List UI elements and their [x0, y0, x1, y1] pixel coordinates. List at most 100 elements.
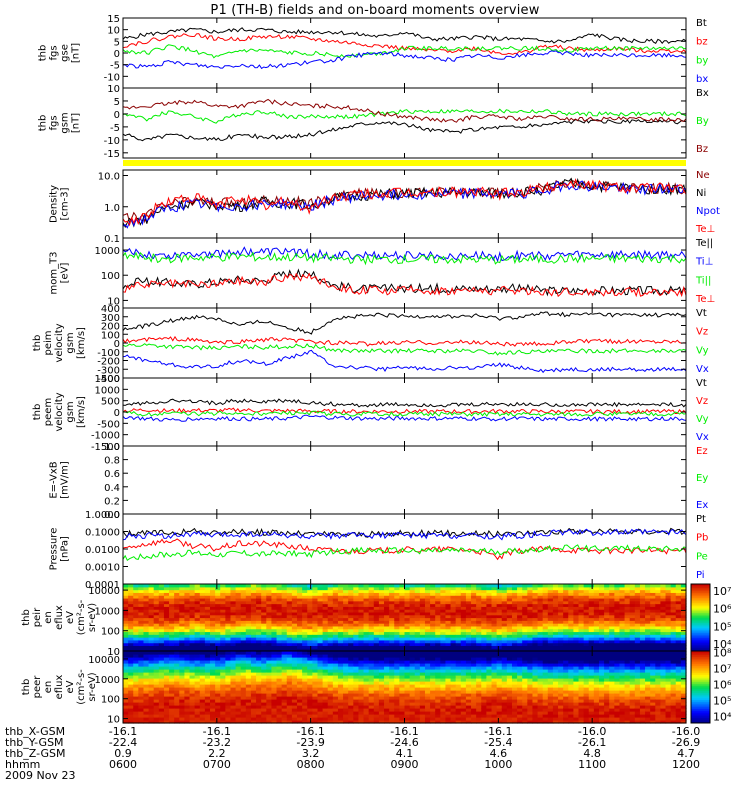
spectrogram-cell — [430, 603, 436, 607]
spectrogram-cell — [250, 611, 257, 616]
spectrogram-cell — [460, 711, 467, 715]
spectrogram-cell — [384, 611, 390, 616]
spectrogram-cell — [235, 648, 242, 652]
y-axis-label-line: [cm-3] — [60, 187, 71, 220]
spectrogram-cell — [363, 586, 370, 591]
spectrogram-cell — [629, 625, 636, 630]
spectrogram-cell — [291, 639, 298, 644]
spectrogram-cell — [455, 654, 462, 658]
spectrogram-cell — [245, 684, 252, 688]
spectrogram-cell — [414, 637, 421, 641]
spectrogram-cell — [435, 623, 441, 627]
spectrogram-cell — [322, 693, 329, 697]
spectrogram-cell — [435, 702, 441, 706]
spectrogram-cell — [435, 675, 441, 679]
spectrogram-cell — [573, 617, 580, 621]
spectrogram-cell — [583, 589, 590, 593]
spectrogram-cell — [680, 645, 687, 649]
spectrogram-cell — [143, 657, 150, 661]
spectrogram-cell — [552, 625, 559, 630]
spectrogram-cell — [291, 711, 298, 715]
spectrogram-cell — [291, 606, 298, 610]
spectrogram-cell — [358, 634, 365, 638]
spectrogram-cell — [527, 663, 534, 667]
spectrogram-cell — [373, 597, 380, 602]
spectrogram-cell — [225, 678, 232, 682]
spectrogram-cell — [266, 675, 273, 679]
spectrogram-cell — [271, 720, 278, 724]
spectrogram-cell — [460, 634, 467, 638]
spectrogram-cell — [123, 595, 129, 599]
spectrogram-cell — [143, 678, 150, 682]
spectrogram-cell — [394, 620, 400, 624]
spectrogram-cell — [430, 642, 436, 647]
colorbar-segment — [691, 587, 710, 590]
spectrogram-cell — [353, 584, 360, 588]
spectrogram-cell — [471, 586, 477, 591]
spectrogram-cell — [486, 586, 493, 591]
spectrogram-cell — [399, 637, 406, 641]
spectrogram-cell — [593, 620, 600, 624]
spectrogram-cell — [517, 637, 523, 641]
spectrogram-cell — [184, 678, 191, 682]
spectrogram-cell — [250, 651, 257, 655]
spectrogram-cell — [363, 660, 370, 664]
spectrogram-cell — [404, 600, 411, 605]
spectrogram-cell — [506, 660, 513, 664]
spectrogram-cell — [537, 639, 544, 644]
spectrogram-cell — [511, 631, 518, 635]
spectrogram-cell — [598, 600, 605, 605]
spectrogram-cell — [199, 675, 206, 679]
spectrogram-cell — [235, 654, 242, 658]
spectrogram-cell — [327, 637, 334, 641]
spectrogram-cell — [578, 589, 585, 593]
spectrogram-cell — [225, 654, 232, 658]
spectrogram-cell — [210, 705, 216, 709]
spectrogram-cell — [655, 639, 662, 644]
colorbar-segment — [691, 622, 710, 625]
spectrogram-cell — [230, 631, 237, 635]
spectrogram-cell — [424, 675, 431, 679]
spectrogram-cell — [465, 600, 472, 605]
spectrogram-cell — [271, 663, 278, 667]
spectrogram-cell — [455, 702, 462, 706]
spectrogram-cell — [506, 623, 513, 627]
spectrogram-cell — [138, 620, 145, 624]
spectrogram-cell — [378, 609, 385, 613]
spectrogram-cell — [363, 708, 370, 712]
spectrogram-cell — [455, 606, 462, 610]
spectrogram-cell — [307, 589, 313, 593]
spectrogram-cell — [481, 584, 487, 588]
spectrogram-cell — [394, 584, 400, 588]
spectrogram-cell — [389, 600, 395, 605]
spectrogram-cell — [163, 606, 170, 610]
spectrogram-cell — [138, 660, 145, 664]
spectrogram-cell — [322, 645, 329, 649]
spectrogram-cell — [240, 603, 247, 607]
spectrogram-cell — [250, 669, 257, 673]
spectrogram-cell — [179, 705, 186, 709]
spectrogram-cell — [675, 584, 682, 588]
spectrogram-cell — [506, 669, 513, 673]
spectrogram-cell — [491, 584, 498, 588]
spectrogram-cell — [169, 681, 175, 685]
spectrogram-cell — [655, 631, 662, 635]
spectrogram-cell — [445, 645, 452, 649]
spectrogram-cell — [414, 611, 421, 616]
spectrogram-cell — [368, 681, 375, 685]
legend-entry: Npot — [696, 206, 720, 217]
spectrogram-cell — [476, 681, 482, 685]
spectrogram-cell — [307, 620, 313, 624]
spectrogram-cell — [220, 595, 226, 599]
spectrogram-cell — [271, 584, 278, 588]
spectrogram-cell — [225, 699, 232, 703]
spectrogram-cell — [409, 675, 416, 679]
colorbar-tick-label: 10⁷ — [713, 585, 731, 598]
spectrogram-cell — [169, 720, 175, 724]
spectrogram-cell — [440, 687, 447, 691]
spectrogram-cell — [327, 702, 334, 706]
y-tick-label: 0 — [114, 408, 120, 419]
spectrogram-cell — [384, 639, 390, 644]
spectrogram-cell — [373, 628, 380, 633]
spectrogram-cell — [143, 645, 150, 649]
